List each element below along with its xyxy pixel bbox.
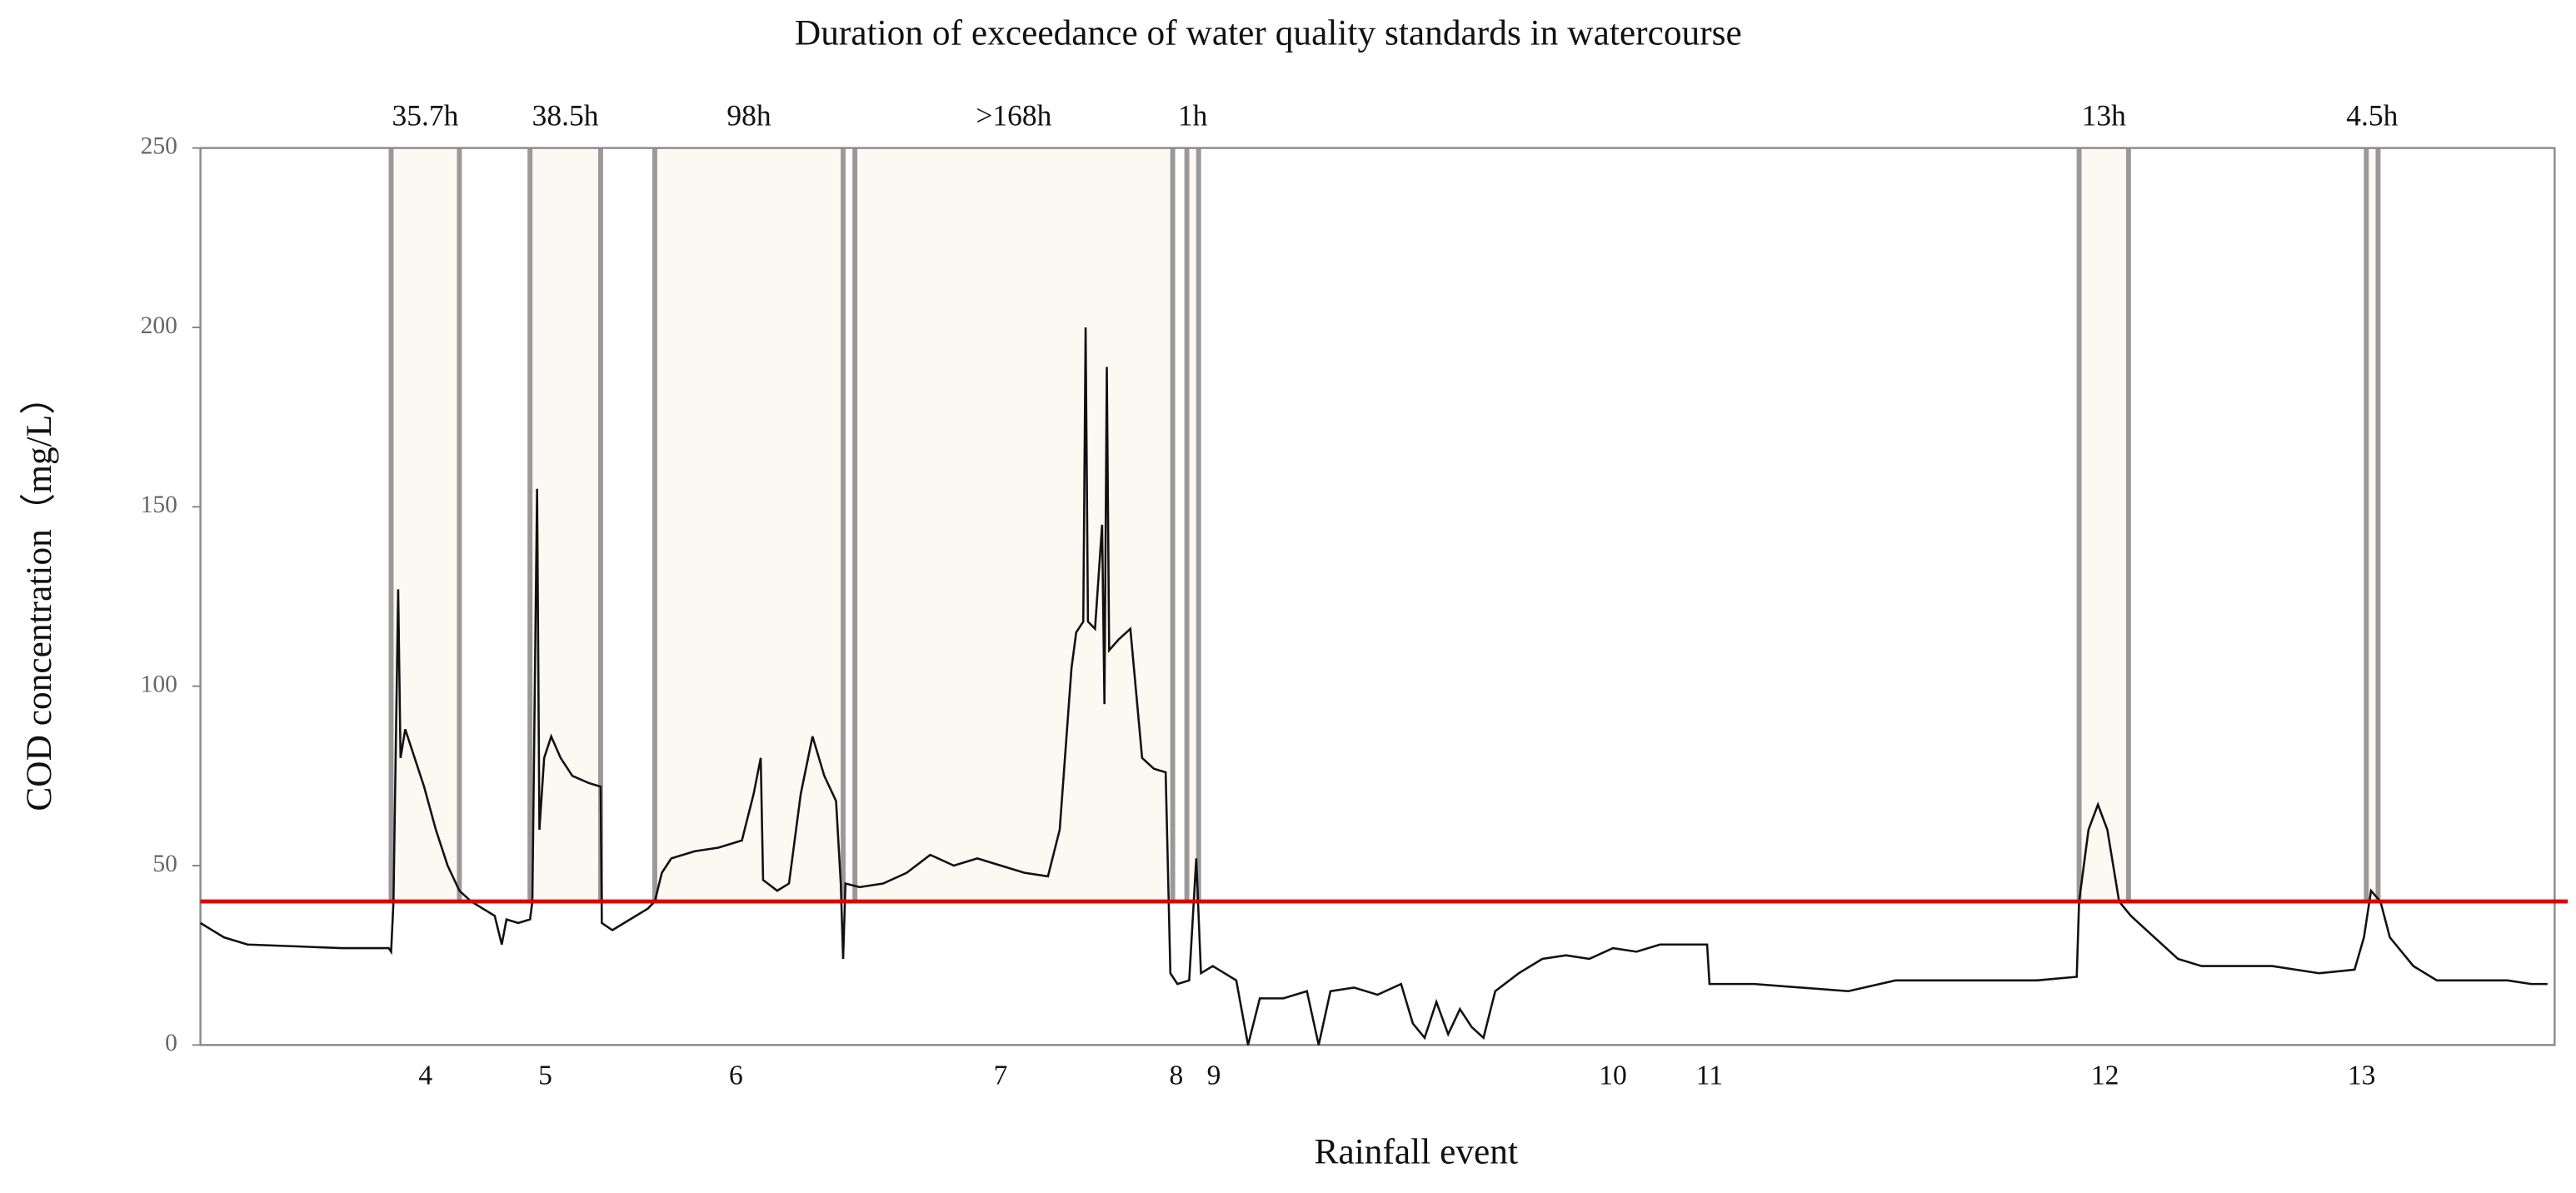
exceedance-span: [654, 147, 844, 902]
y-tick-label: 100: [141, 671, 177, 697]
x-tick-label: 6: [729, 1060, 743, 1091]
x-tick-label: 11: [1696, 1060, 1723, 1091]
y-axis-label: COD concentration（mg/L）: [19, 378, 59, 811]
span-label: 13h: [2082, 98, 2126, 132]
x-axis-label: Rainfall event: [1315, 1131, 1518, 1171]
x-tick-label: 9: [1207, 1060, 1221, 1091]
exceedance-span: [2366, 147, 2379, 902]
span-label: 38.5h: [532, 98, 599, 132]
y-tick-label: 0: [165, 1030, 177, 1056]
span-label: 1h: [1178, 98, 1208, 132]
exceedance-span: [855, 147, 1173, 902]
x-tick-label: 13: [2348, 1060, 2376, 1091]
plot-frame: [199, 147, 2556, 1046]
x-tick-label: 10: [1599, 1060, 1627, 1091]
cod-line: [199, 327, 2548, 1046]
y-tick-label: 50: [152, 851, 177, 877]
span-label: >168h: [976, 98, 1051, 132]
chart-title: Duration of exceedance of water quality …: [795, 13, 1742, 53]
x-tick-label: 8: [1169, 1060, 1183, 1091]
exceedance-span: [1186, 147, 1199, 902]
exceedance-span: [2079, 147, 2129, 902]
exceedance-span: [530, 147, 601, 902]
span-label: 35.7h: [392, 98, 459, 132]
y-tick-label: 150: [141, 492, 177, 518]
x-tick-label: 4: [418, 1060, 432, 1091]
y-tick-label: 200: [141, 312, 177, 339]
span-label: 98h: [726, 98, 771, 132]
exceedance-span: [391, 147, 460, 902]
x-tick-label: 7: [994, 1060, 1008, 1091]
y-tick-label: 250: [141, 132, 177, 159]
span-label: 4.5h: [2346, 98, 2398, 132]
x-tick-label: 12: [2091, 1060, 2119, 1091]
x-tick-label: 5: [538, 1060, 552, 1091]
